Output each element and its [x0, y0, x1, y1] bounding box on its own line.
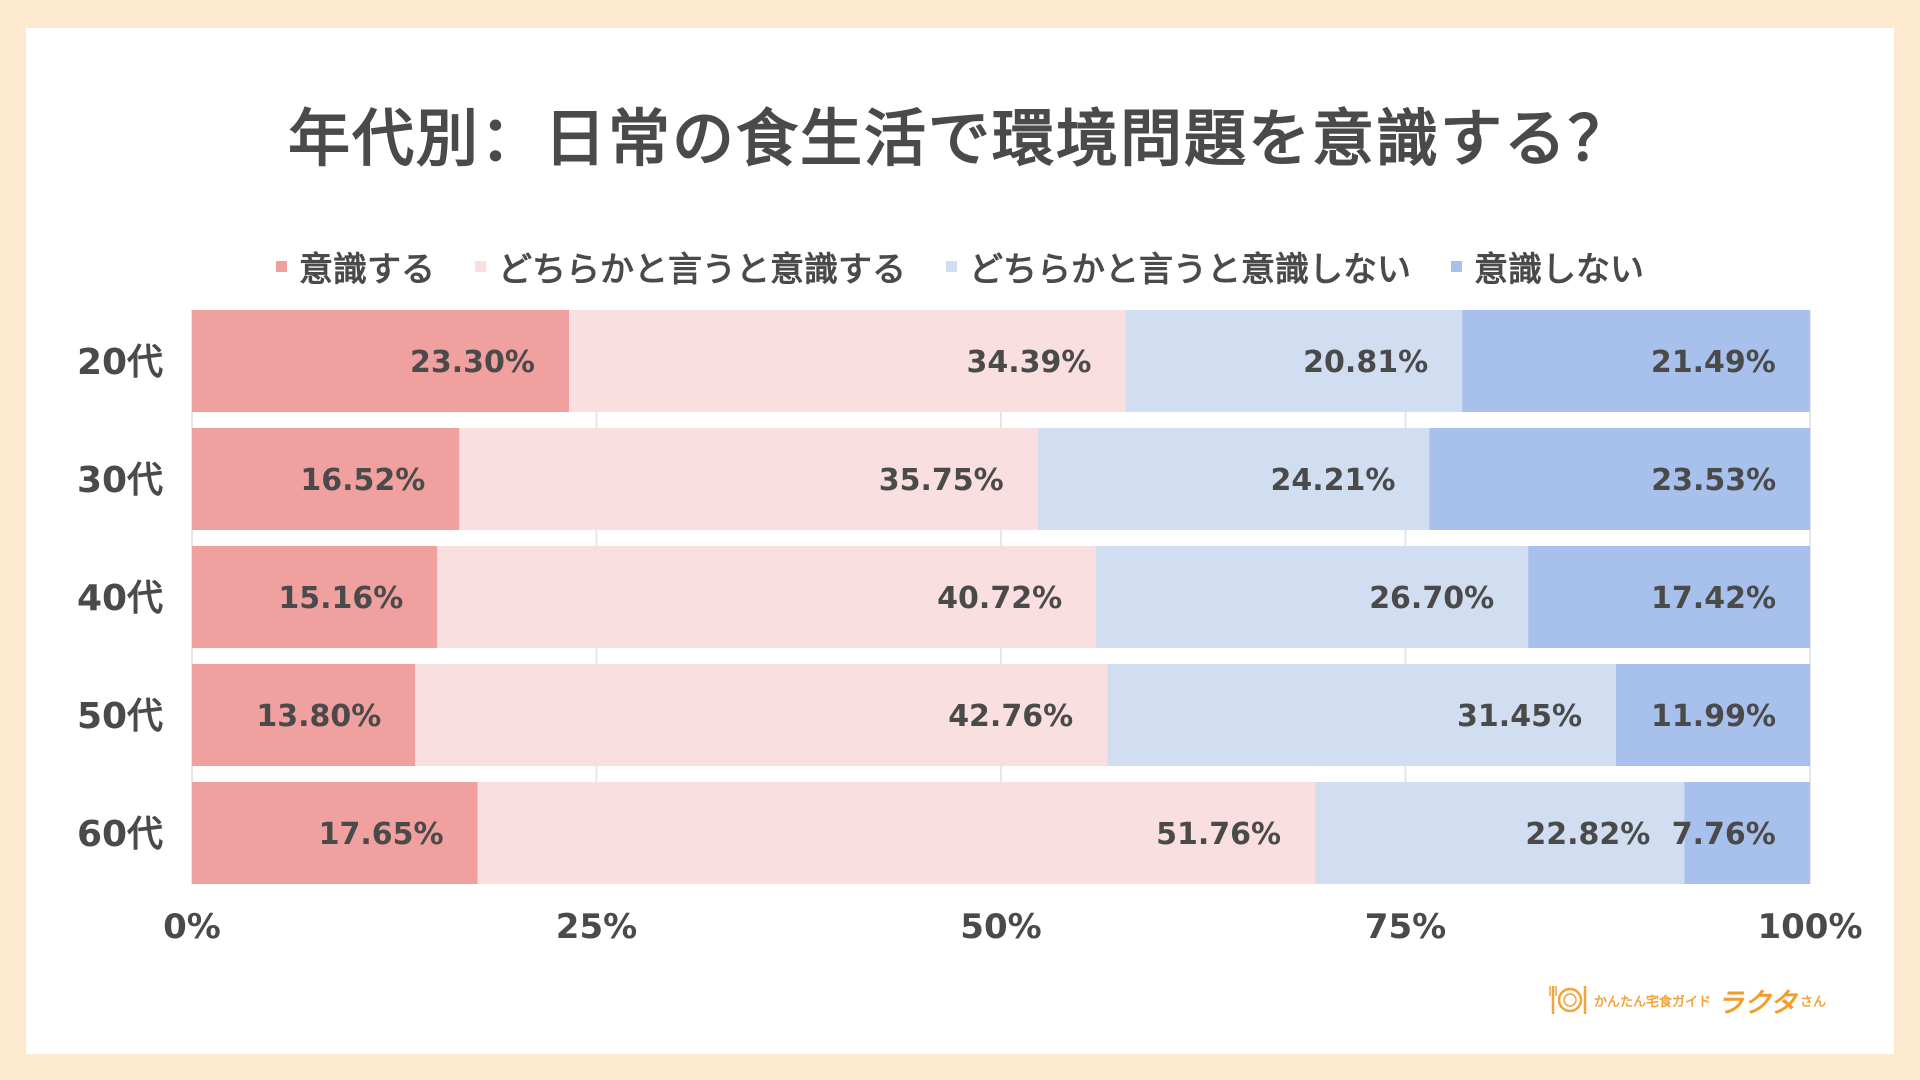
- legend-swatch-4: [1451, 261, 1462, 272]
- bar-30代-series-4: [1429, 428, 1811, 530]
- bar-40代-series-3: [1096, 546, 1529, 648]
- data-label-50代-series-3: 31.45%: [1457, 699, 1582, 734]
- bar-20代-series-4: [1462, 310, 1810, 412]
- legend: 意識する どちらかと言うと意識する どちらかと言うと意識しない 意識しない: [0, 242, 1920, 291]
- bar-40代-series-2: [437, 546, 1097, 648]
- bar-50代-series-2: [415, 664, 1108, 766]
- category-label-20代: 20代: [77, 342, 163, 383]
- data-label-60代-series-3: 22.82%: [1525, 817, 1650, 852]
- data-label-30代-series-2: 35.75%: [879, 463, 1004, 498]
- data-label-40代-series-1: 15.16%: [278, 581, 403, 616]
- bar-60代-series-2: [477, 782, 1316, 884]
- data-label-30代-series-4: 23.53%: [1651, 463, 1776, 498]
- data-label-50代-series-1: 13.80%: [256, 699, 381, 734]
- bar-40代-series-4: [1528, 546, 1810, 648]
- bar-30代-series-3: [1037, 428, 1430, 530]
- bar-30代-series-1: [192, 428, 460, 530]
- bar-60代-series-4: [1684, 782, 1810, 884]
- data-label-20代-series-2: 34.39%: [966, 345, 1091, 380]
- data-label-30代-series-3: 24.21%: [1270, 463, 1395, 498]
- bar-50代-series-1: [192, 664, 416, 766]
- legend-item-4: 意識しない: [1451, 242, 1644, 291]
- legend-swatch-3: [946, 261, 957, 272]
- legend-label-2: どちらかと言うと意識する: [498, 250, 906, 290]
- data-label-20代-series-3: 20.81%: [1303, 345, 1428, 380]
- data-label-40代-series-2: 40.72%: [937, 581, 1062, 616]
- legend-item-3: どちらかと言うと意識しない: [946, 242, 1411, 291]
- data-label-20代-series-1: 23.30%: [410, 345, 535, 380]
- data-label-60代-series-1: 17.65%: [319, 817, 444, 852]
- bar-50代-series-3: [1107, 664, 1617, 766]
- chart-title: 年代別：日常の食生活で環境問題を意識する？: [287, 102, 1632, 175]
- bar-60代-series-1: [192, 782, 478, 884]
- x-tick-label-4: 100%: [1757, 907, 1862, 947]
- bar-40代-series-1: [192, 546, 438, 648]
- legend-item-1: 意識する: [276, 242, 435, 291]
- data-label-50代-series-4: 11.99%: [1651, 699, 1776, 734]
- logo-suffix: さん: [1799, 994, 1826, 1010]
- bar-20代-series-2: [568, 310, 1126, 412]
- bar-20代-series-3: [1125, 310, 1463, 412]
- category-label-60代: 60代: [77, 814, 163, 855]
- data-label-30代-series-1: 16.52%: [300, 463, 425, 498]
- bar-20代-series-1: [192, 310, 569, 412]
- bar-50代-series-4: [1616, 664, 1810, 766]
- category-label-40代: 40代: [77, 578, 163, 619]
- data-label-20代-series-4: 21.49%: [1651, 345, 1776, 380]
- plate-utensils-icon: [1549, 986, 1587, 1014]
- brand-logo: かんたん宅食ガイド ラクタ さん: [1548, 980, 1826, 1020]
- bar-30代-series-2: [459, 428, 1038, 530]
- x-tick-label-1: 25%: [556, 907, 637, 947]
- data-label-40代-series-3: 26.70%: [1369, 581, 1494, 616]
- legend-label-4: 意識しない: [1474, 250, 1644, 290]
- x-tick-label-3: 75%: [1365, 907, 1446, 947]
- data-label-40代-series-4: 17.42%: [1651, 581, 1776, 616]
- legend-label-3: どちらかと言うと意識しない: [969, 250, 1411, 290]
- category-label-30代: 30代: [77, 460, 163, 501]
- logo-subtitle: かんたん宅食ガイド: [1594, 994, 1712, 1010]
- data-label-60代-series-2: 51.76%: [1156, 817, 1281, 852]
- logo-name: ラクタ: [1717, 987, 1797, 1019]
- legend-swatch-2: [475, 261, 486, 272]
- category-label-50代: 50代: [77, 696, 163, 737]
- legend-label-1: 意識する: [299, 250, 435, 290]
- data-label-60代-series-4: 7.76%: [1672, 817, 1776, 852]
- legend-item-2: どちらかと言うと意識する: [475, 242, 906, 291]
- x-tick-label-2: 50%: [960, 907, 1041, 947]
- x-tick-label-0: 0%: [163, 907, 221, 947]
- data-label-50代-series-2: 42.76%: [948, 699, 1073, 734]
- legend-swatch-1: [276, 261, 287, 272]
- bar-60代-series-3: [1315, 782, 1685, 884]
